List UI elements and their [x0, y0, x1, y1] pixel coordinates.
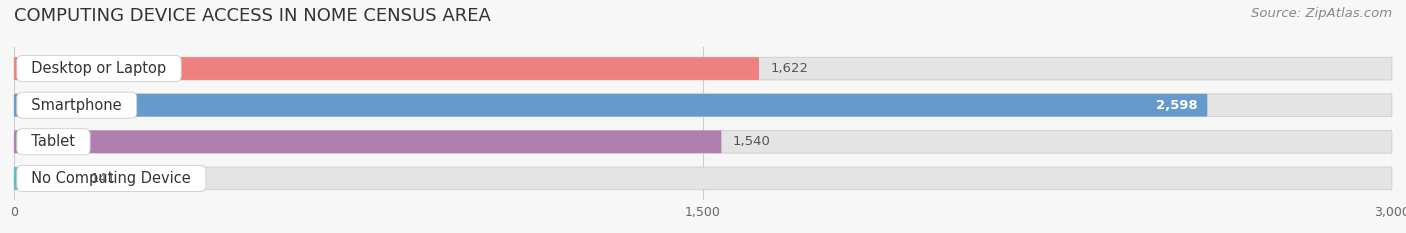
Text: COMPUTING DEVICE ACCESS IN NOME CENSUS AREA: COMPUTING DEVICE ACCESS IN NOME CENSUS A… [14, 7, 491, 25]
FancyBboxPatch shape [14, 94, 1208, 116]
Text: Source: ZipAtlas.com: Source: ZipAtlas.com [1251, 7, 1392, 20]
FancyBboxPatch shape [14, 167, 79, 190]
FancyBboxPatch shape [14, 94, 1392, 116]
Text: 141: 141 [90, 172, 115, 185]
FancyBboxPatch shape [14, 57, 1392, 80]
Text: 1,540: 1,540 [733, 135, 770, 148]
FancyBboxPatch shape [14, 130, 721, 153]
Text: Smartphone: Smartphone [22, 98, 131, 113]
FancyBboxPatch shape [14, 167, 1392, 190]
Text: 1,622: 1,622 [770, 62, 808, 75]
FancyBboxPatch shape [14, 130, 1392, 153]
Text: Desktop or Laptop: Desktop or Laptop [22, 61, 176, 76]
Text: 2,598: 2,598 [1156, 99, 1198, 112]
Text: No Computing Device: No Computing Device [22, 171, 200, 186]
FancyBboxPatch shape [14, 57, 759, 80]
Text: Tablet: Tablet [22, 134, 84, 149]
